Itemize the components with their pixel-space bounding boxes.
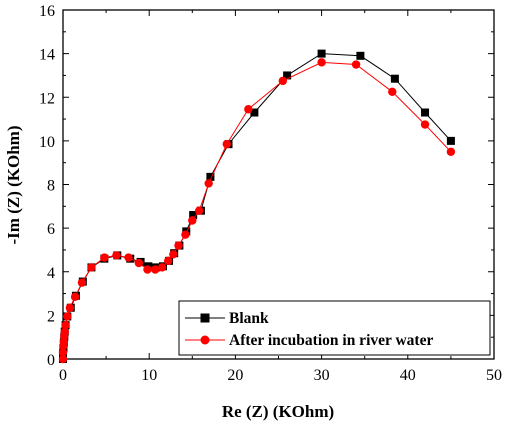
data-point xyxy=(194,206,204,215)
y-tick-label: 12 xyxy=(39,90,55,107)
data-point xyxy=(65,303,75,312)
data-point xyxy=(60,327,69,336)
y-tick-label: 6 xyxy=(47,221,55,238)
series-layer xyxy=(58,49,456,364)
data-point xyxy=(63,312,72,321)
data-point xyxy=(58,354,68,364)
data-point xyxy=(317,58,326,67)
legend-box xyxy=(178,300,491,356)
data-point xyxy=(181,230,190,239)
data-point xyxy=(189,211,198,220)
data-point xyxy=(206,172,215,181)
data-point xyxy=(174,241,183,250)
x-tick-label: 0 xyxy=(59,367,67,384)
data-point xyxy=(87,263,96,272)
y-tick-label: 4 xyxy=(47,265,55,282)
y-tick-label: 16 xyxy=(39,3,55,20)
y-tick-label: 8 xyxy=(47,178,55,195)
data-point xyxy=(390,74,399,83)
data-point xyxy=(58,348,68,357)
axis-ticks xyxy=(62,9,495,360)
data-point xyxy=(420,120,430,129)
data-point xyxy=(112,251,121,260)
data-point xyxy=(421,108,430,117)
data-point xyxy=(124,253,133,262)
data-point xyxy=(204,179,213,188)
x-tick-label: 40 xyxy=(400,367,416,384)
data-point xyxy=(278,76,288,86)
data-point xyxy=(169,250,178,259)
data-point xyxy=(61,320,70,330)
y-tick-label: 2 xyxy=(47,308,55,325)
data-point xyxy=(388,87,397,96)
data-point xyxy=(351,60,361,69)
data-point xyxy=(100,253,109,262)
y-tick-label: 14 xyxy=(39,47,55,64)
legend-label-blank: Blank xyxy=(229,310,269,327)
data-point xyxy=(250,108,259,117)
data-point xyxy=(317,49,326,58)
data-point xyxy=(143,265,152,274)
data-point xyxy=(446,147,456,156)
series-1 xyxy=(58,58,456,364)
y-tick-label: 10 xyxy=(39,134,55,151)
x-tick-label: 50 xyxy=(486,367,502,384)
data-point xyxy=(222,139,231,149)
legend-marker-blank xyxy=(200,313,210,323)
data-point xyxy=(188,216,197,225)
x-axis-title: Re (Z) (KOhm) xyxy=(222,402,334,421)
y-axis-title: -Im (Z) (KOhm) xyxy=(4,126,23,245)
data-point xyxy=(244,105,253,114)
y-tick-label: 0 xyxy=(47,352,55,369)
legend: Blank After incubation in river water xyxy=(178,300,491,356)
data-point xyxy=(151,265,160,274)
legend-marker-river xyxy=(200,335,210,345)
data-point xyxy=(283,71,292,80)
data-point xyxy=(77,278,87,287)
data-point xyxy=(157,263,167,272)
data-point xyxy=(163,256,173,266)
data-point xyxy=(134,258,144,268)
data-point xyxy=(356,51,365,60)
x-tick-label: 20 xyxy=(227,367,243,384)
axis-tick-labels: 0 10 20 30 40 50 0 2 4 6 8 10 12 14 16 xyxy=(39,3,502,384)
x-tick-label: 30 xyxy=(314,367,330,384)
x-tick-label: 10 xyxy=(141,367,157,384)
data-point xyxy=(70,292,80,302)
legend-label-river: After incubation in river water xyxy=(229,332,433,349)
data-point xyxy=(446,136,455,145)
